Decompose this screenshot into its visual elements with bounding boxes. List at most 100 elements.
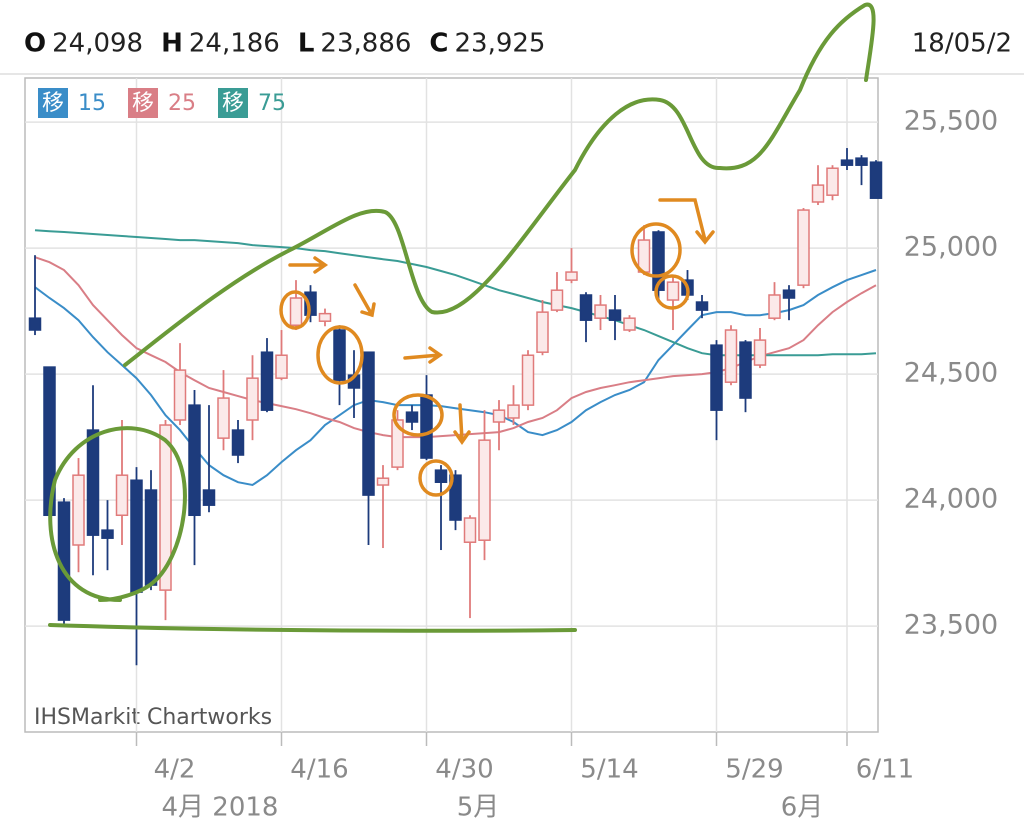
legend-badge-text: 移 — [132, 91, 154, 116]
candle-body — [463, 517, 477, 543]
candle-body — [318, 312, 332, 322]
orange-arrow — [453, 403, 471, 446]
orange-circle — [316, 325, 364, 385]
x-tick-label: 5/29 — [725, 755, 783, 785]
header-key: C — [429, 29, 448, 59]
x-tick-label: 6/11 — [856, 755, 914, 785]
candle-body — [869, 161, 883, 199]
candle-body — [753, 339, 767, 366]
orange-marks — [279, 198, 715, 497]
candle-body — [434, 469, 448, 483]
legend-badge — [218, 88, 248, 118]
candle-body — [811, 184, 825, 203]
header-value: 23,925 — [455, 29, 546, 59]
candle-body — [405, 411, 419, 423]
legend-label: 25 — [168, 91, 196, 116]
x-tick-label: 4/30 — [435, 755, 493, 785]
y-tick-label: 24,500 — [904, 358, 998, 389]
candle-body — [724, 329, 738, 383]
header-value: 24,098 — [52, 29, 143, 59]
marks — [25, 78, 883, 732]
candle-body — [275, 354, 288, 379]
candle-body — [202, 489, 216, 506]
candle-body — [130, 479, 143, 593]
candle-body — [652, 231, 665, 291]
orange-circle — [418, 459, 454, 497]
legend-badge-text: 移 — [42, 91, 64, 116]
x-tick-label: 4/2 — [154, 755, 196, 785]
legend-label: 15 — [78, 91, 106, 116]
y-tick-label: 24,000 — [904, 484, 998, 515]
header-key: O — [24, 29, 46, 59]
x-tick-label: 5/14 — [580, 755, 638, 785]
candle-body — [666, 281, 680, 301]
candle-body — [144, 489, 158, 586]
candle-body — [521, 354, 535, 406]
candle-body — [797, 209, 810, 286]
candle-body — [826, 167, 839, 196]
x-tick-label: 4/16 — [290, 755, 348, 785]
header-key: L — [298, 29, 315, 59]
candle-body — [86, 429, 100, 536]
candle-body — [217, 397, 230, 439]
credit: IHSMarkit Chartworks — [34, 705, 272, 730]
candle-body — [449, 474, 462, 521]
orange-arrow — [403, 346, 444, 364]
candle-body — [333, 329, 346, 381]
candle-body — [188, 404, 201, 517]
candle-body — [304, 291, 317, 316]
orange-circle — [630, 222, 682, 278]
candle-body — [246, 377, 259, 421]
candle-body — [608, 309, 622, 321]
candle-body — [231, 429, 245, 456]
candle-body — [594, 304, 607, 319]
candle-body — [507, 404, 520, 419]
candle-body — [855, 157, 868, 166]
trend-stroke — [123, 2, 876, 367]
header-value: 24,186 — [189, 29, 280, 59]
header-value: 23,886 — [320, 29, 411, 59]
y-tick-label: 25,000 — [904, 232, 998, 263]
legend-badge — [38, 88, 68, 118]
candle-body — [362, 351, 375, 496]
month-label: 5月 — [457, 793, 500, 823]
circle-stroke — [48, 426, 187, 602]
candle-body — [28, 317, 42, 331]
orange-arrow — [288, 256, 329, 274]
support-stroke — [48, 623, 577, 633]
candle-body — [72, 474, 85, 546]
candle-body — [840, 159, 854, 166]
candle-body — [492, 409, 506, 423]
candle-body — [115, 474, 129, 517]
candle-body — [101, 529, 114, 539]
candle-body — [550, 289, 564, 311]
legend-badge-text: 移 — [222, 91, 244, 116]
candle-body — [739, 341, 752, 399]
legend-label: 75 — [258, 91, 286, 116]
legend-badge — [128, 88, 158, 118]
candle-body — [768, 294, 781, 319]
orange-arrow — [658, 198, 715, 245]
header-date: 18/05/2 — [912, 29, 1012, 59]
orange-arrow — [353, 283, 376, 318]
ma-line — [34, 269, 877, 487]
candle-body — [159, 424, 172, 591]
candle-body — [536, 311, 549, 353]
orange-circle — [392, 393, 444, 437]
candle-body — [391, 419, 404, 468]
candle-body — [478, 439, 491, 541]
candle-body — [420, 394, 433, 459]
candle-body — [260, 351, 274, 411]
month-label: 4月 2018 — [162, 793, 279, 823]
plot-frame — [24, 77, 879, 733]
candle-body — [695, 301, 709, 311]
candle-body — [376, 477, 390, 486]
candle-body — [289, 297, 303, 326]
orange-circle — [654, 274, 690, 310]
candle-body — [782, 289, 796, 299]
y-tick-label: 23,500 — [904, 610, 998, 641]
candle-body — [579, 294, 593, 321]
candle-body — [623, 317, 636, 331]
candle-body — [710, 344, 723, 411]
